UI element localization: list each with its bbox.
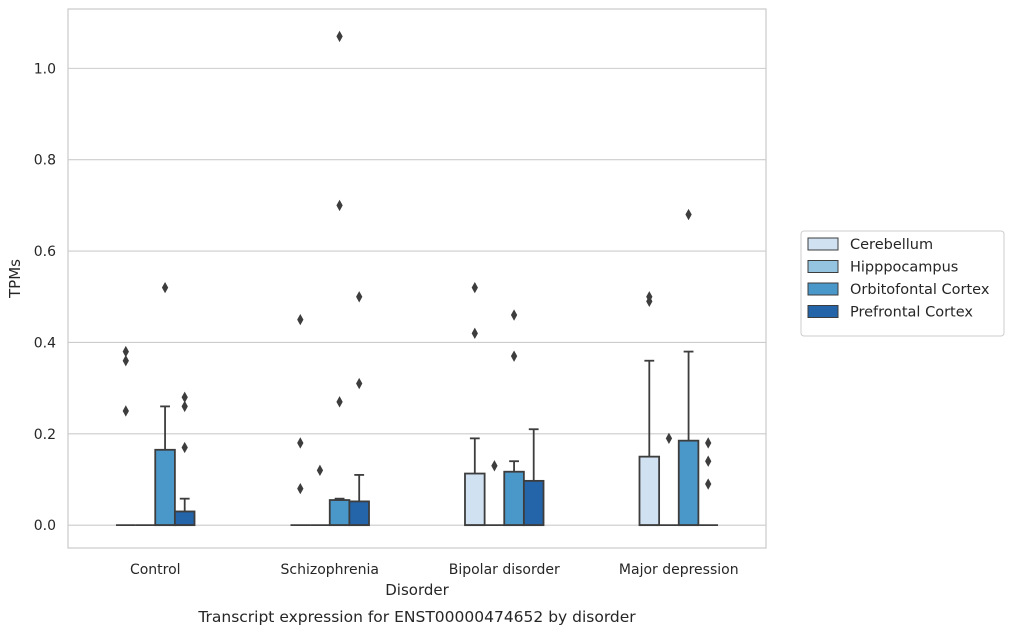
box-hipppocampus: [659, 432, 679, 527]
box-orbitofontal-cortex: [154, 281, 176, 527]
y-tick-label: 0.2: [34, 427, 56, 443]
x-tick-label: Bipolar disorder: [449, 562, 560, 578]
legend-swatch: [807, 237, 839, 251]
legend-label: Hipppocampus: [850, 260, 958, 276]
box-body: [328, 499, 351, 527]
outlier-point: [181, 441, 188, 454]
box-cerebellum: [290, 313, 311, 527]
box-body: [154, 448, 176, 527]
outlier-point: [705, 437, 712, 449]
box-body: [522, 479, 545, 527]
y-tick-label: 0.8: [34, 153, 56, 169]
box-body: [677, 439, 700, 527]
x-axis-label: Disorder: [385, 581, 449, 599]
outlier-point: [297, 482, 304, 495]
box-prefrontal-cortex: [698, 437, 719, 527]
outlier-point: [491, 460, 498, 472]
y-tick-label: 0.4: [34, 335, 56, 351]
outlier-point: [510, 350, 518, 362]
box-prefrontal-cortex: [348, 291, 370, 527]
outlier-point: [297, 437, 304, 449]
outlier-point: [705, 478, 712, 490]
box-body: [173, 510, 196, 527]
box-cerebellum: [464, 281, 486, 527]
box-cerebellum: [115, 345, 136, 527]
box-cerebellum: [638, 291, 661, 527]
y-tick-label: 1.0: [34, 61, 56, 77]
box-hipppocampus: [484, 460, 505, 527]
outlier-point: [356, 291, 363, 303]
legend-label: Cerebellum: [850, 237, 933, 253]
outlier-point: [705, 455, 712, 467]
chart-caption: Transcript expression for ENST0000047465…: [197, 608, 636, 626]
outlier-point: [181, 391, 188, 403]
box-prefrontal-cortex: [173, 391, 196, 527]
legend-frame: [800, 230, 1005, 337]
outlier-point: [471, 327, 478, 339]
legend-label: Prefrontal Cortex: [850, 305, 973, 321]
box-hipppocampus: [310, 464, 330, 527]
plot-area-frame: [67, 8, 767, 549]
legend-swatch: [807, 260, 839, 273]
x-tick-label: Major depression: [619, 562, 739, 578]
y-axis-label: TPMs: [6, 259, 24, 299]
legend: Cerebellum Hipppocampus Orbitofontal Corte…: [800, 230, 1005, 337]
outlier-point: [336, 396, 343, 408]
outlier-point: [297, 313, 304, 326]
x-tick-label: Schizophrenia: [281, 562, 379, 578]
outlier-point: [336, 30, 343, 43]
outlier-point: [665, 432, 673, 445]
legend-swatch: [807, 282, 839, 296]
outlier-point: [646, 291, 653, 303]
outlier-point: [471, 281, 478, 294]
box-orbitofontal-cortex: [328, 30, 351, 527]
outlier-point: [685, 208, 692, 221]
legend-swatch: [807, 305, 839, 318]
y-tick-label: 0.0: [34, 518, 56, 534]
box-body: [464, 472, 486, 527]
outlier-point: [181, 400, 188, 413]
box-orbitofontal-cortex: [677, 208, 700, 527]
outlier-point: [316, 464, 324, 477]
plot-marks: [115, 30, 719, 527]
outlier-point: [510, 309, 518, 321]
box-body: [348, 500, 370, 527]
outlier-point: [336, 199, 343, 212]
outlier-point: [122, 345, 129, 358]
legend-label: Orbitofontal Cortex: [850, 282, 990, 298]
box-prefrontal-cortex: [522, 428, 545, 527]
box-body: [638, 455, 661, 527]
y-tick-label: 0.6: [34, 244, 56, 260]
outlier-point: [122, 405, 129, 417]
axis-tick-labels: 0.0 0.2 0.4 0.6 0.8 1.0 Control Schizophrenia Bi…: [34, 61, 739, 578]
outlier-point: [356, 377, 363, 390]
outlier-point: [122, 355, 129, 367]
box-body: [503, 470, 525, 527]
outlier-point: [161, 281, 169, 294]
x-tick-label: Control: [130, 562, 181, 578]
box-orbitofontal-cortex: [503, 309, 525, 527]
